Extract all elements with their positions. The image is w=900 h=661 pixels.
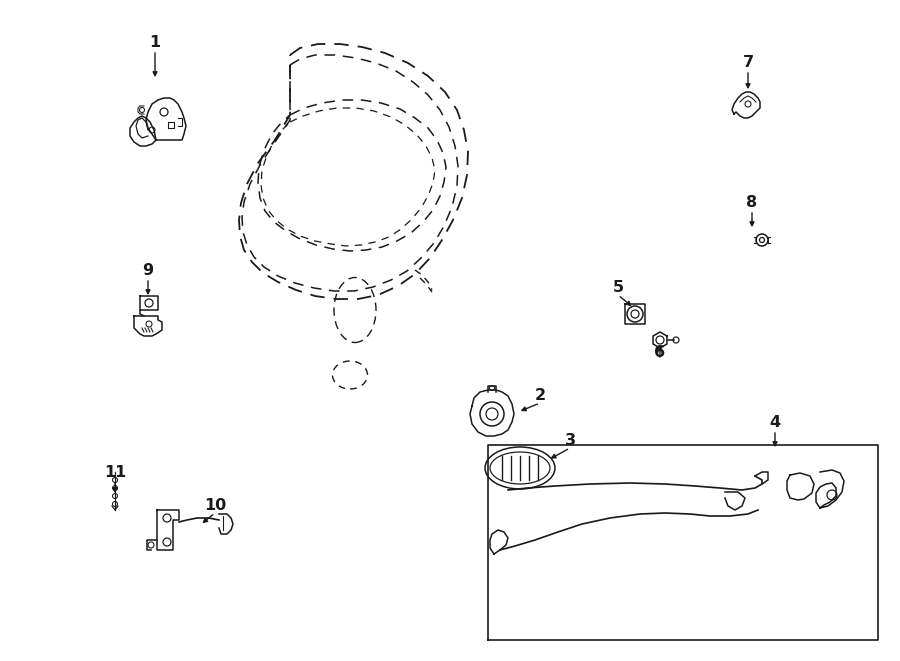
Text: 11: 11 xyxy=(104,465,126,480)
Text: 2: 2 xyxy=(535,388,545,403)
Text: 3: 3 xyxy=(564,433,576,448)
Text: 4: 4 xyxy=(770,415,780,430)
Text: 7: 7 xyxy=(742,55,753,70)
Text: 5: 5 xyxy=(612,280,624,295)
Text: 8: 8 xyxy=(746,195,758,210)
Text: 9: 9 xyxy=(142,263,154,278)
Text: 1: 1 xyxy=(149,35,160,50)
Text: 10: 10 xyxy=(204,498,226,513)
Text: 6: 6 xyxy=(654,345,666,360)
